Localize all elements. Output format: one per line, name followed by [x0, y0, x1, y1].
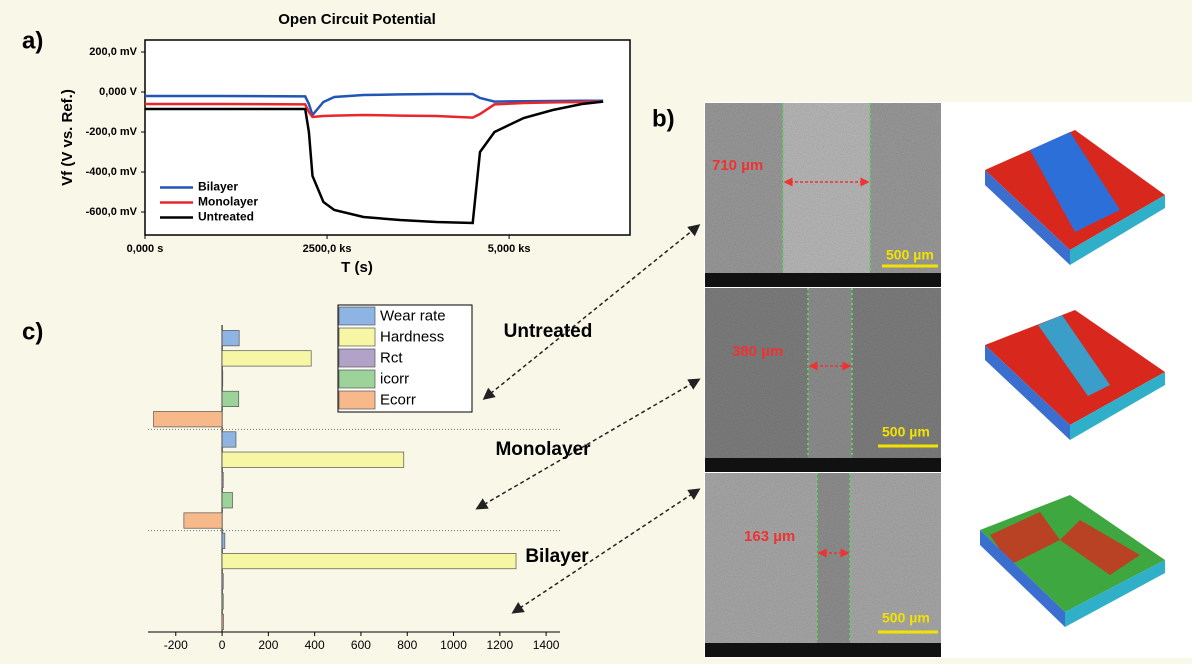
wear-track — [817, 473, 850, 643]
legend-label: Ecorr — [380, 391, 416, 408]
width-label: 163 µm — [744, 528, 795, 545]
x-tick-label: 2500,0 ks — [303, 243, 352, 255]
bar — [222, 614, 223, 629]
scale-label: 500 µm — [882, 424, 930, 440]
panel-label: c) — [22, 318, 43, 345]
y-tick-label: -400,0 mV — [86, 166, 138, 178]
x-axis-label: T (s) — [341, 259, 373, 276]
legend-swatch — [339, 370, 375, 388]
x-tick-label: -200 — [164, 638, 188, 652]
page: {"panel_labels": ["a)", "b)", "c)"], "ch… — [0, 0, 1192, 664]
category-label: Bilayer — [525, 546, 589, 567]
legend-swatch — [339, 328, 375, 346]
category-label: Monolayer — [495, 439, 591, 460]
legend-label: Rct — [380, 349, 403, 366]
bar — [222, 391, 239, 406]
bar — [222, 533, 225, 548]
bar — [222, 351, 311, 366]
x-tick-label: 1000 — [440, 638, 467, 652]
wear-track — [783, 103, 870, 273]
y-axis-label: Vf (V vs. Ref.) — [59, 89, 76, 186]
bar — [154, 411, 223, 426]
category-label: Untreated — [504, 321, 593, 342]
bar — [222, 594, 223, 609]
info-bar — [705, 273, 941, 287]
bar — [222, 371, 223, 386]
x-tick-label: 1400 — [533, 638, 560, 652]
x-tick-label: 200 — [258, 638, 278, 652]
bar — [222, 553, 516, 568]
legend-swatch — [339, 391, 375, 409]
legend-label: Untreated — [198, 210, 254, 224]
x-tick-label: 5,000 ks — [488, 243, 531, 255]
micrographs: 710 µm 500 µm 380 µm 500 µm 163 µm 500 µ… — [704, 102, 1192, 658]
bar — [222, 452, 404, 467]
x-tick-label: 600 — [351, 638, 371, 652]
legend-swatch — [339, 307, 375, 325]
bar — [222, 493, 232, 508]
y-tick-label: -600,0 mV — [86, 206, 138, 218]
info-bar — [705, 643, 941, 657]
bar — [222, 574, 223, 589]
panel-label: b) — [652, 105, 675, 132]
x-tick-label: 0 — [219, 638, 226, 652]
scale-label: 500 µm — [886, 247, 934, 263]
legend-label: Hardness — [380, 328, 444, 345]
width-label: 710 µm — [712, 157, 763, 174]
y-tick-label: 200,0 mV — [89, 46, 137, 58]
chart-title: Open Circuit Potential — [278, 11, 436, 28]
figure: a) b) c) 710 µm 500 µm 380 µm 500 µm 163… — [0, 0, 1192, 664]
x-tick-label: 0,000 s — [127, 243, 164, 255]
width-label: 380 µm — [732, 343, 783, 360]
legend-swatch — [339, 349, 375, 367]
x-tick-label: 800 — [397, 638, 417, 652]
y-tick-label: -200,0 mV — [86, 126, 138, 138]
legend-label: Monolayer — [198, 195, 258, 209]
scale-label: 500 µm — [882, 610, 930, 626]
x-tick-label: 1200 — [486, 638, 513, 652]
legend-label: icorr — [380, 370, 409, 387]
panel-label: a) — [22, 27, 43, 54]
bar — [222, 432, 236, 447]
legend-label: Bilayer — [198, 180, 238, 194]
legend-label: Wear rate — [380, 307, 446, 324]
y-tick-label: 0,000 V — [99, 86, 138, 98]
wear-track — [808, 288, 852, 458]
x-tick-label: 400 — [305, 638, 325, 652]
bar — [184, 513, 222, 528]
bar — [222, 472, 223, 487]
bar — [222, 330, 239, 345]
info-bar — [705, 458, 941, 472]
